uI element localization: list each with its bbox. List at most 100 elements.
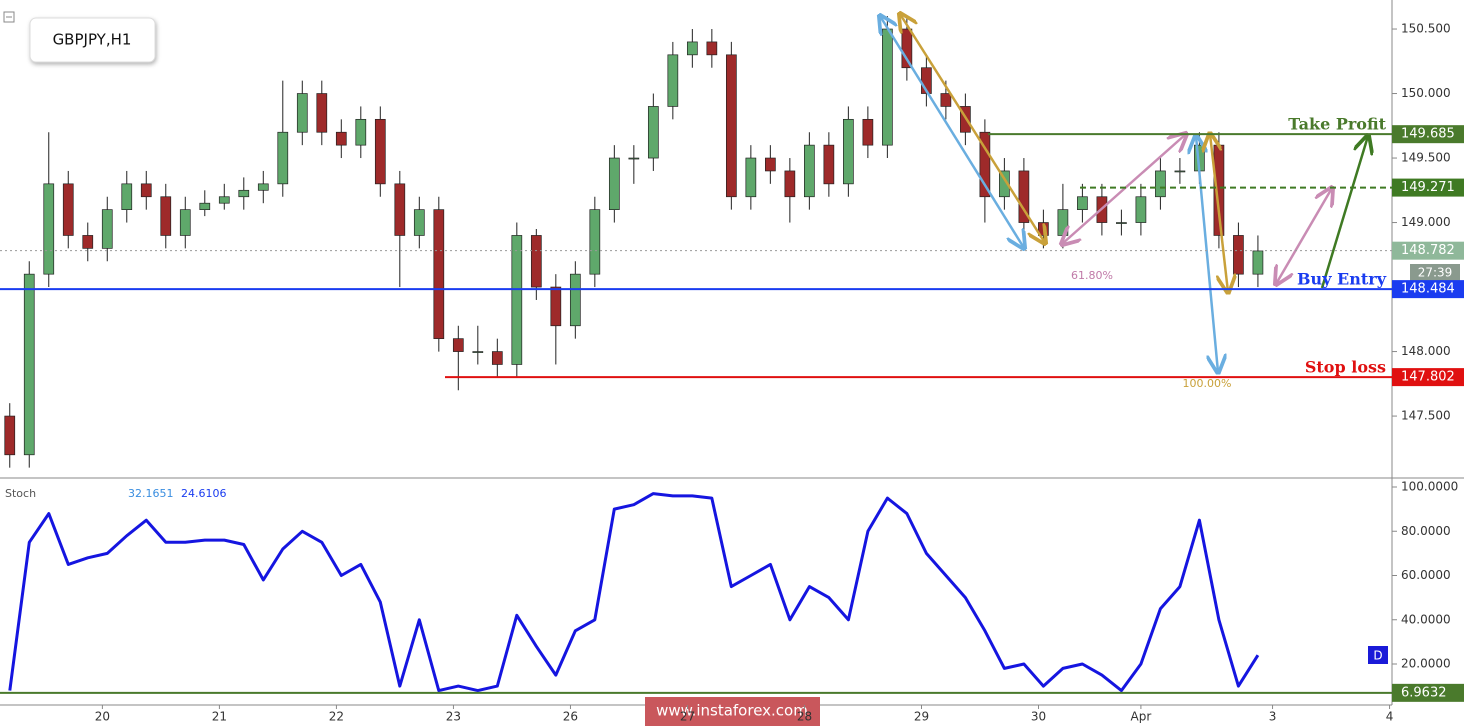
level-value: 6.9632 <box>1401 685 1447 700</box>
drawings <box>880 14 1368 372</box>
x-tick-label: 27 <box>680 710 695 724</box>
fib-label: 100.00% <box>1183 377 1232 390</box>
candle-body <box>374 118 386 185</box>
arrow <box>900 14 1045 243</box>
y-tick-label: 149.000 <box>1401 215 1451 229</box>
candle-body <box>843 118 854 185</box>
candle-body <box>745 157 757 198</box>
candle-body <box>1077 196 1088 210</box>
fib-label: 61.80% <box>1071 269 1113 282</box>
y-tick-label: 150.500 <box>1401 22 1451 36</box>
level-value: 149.271 <box>1401 180 1455 195</box>
level-label-box <box>1392 241 1464 260</box>
x-tick-label: 28 <box>797 710 812 724</box>
arrow <box>1210 134 1228 292</box>
candle-body <box>160 196 172 236</box>
candle-body <box>218 196 230 204</box>
candle-body <box>355 118 367 146</box>
candle-body <box>394 183 406 236</box>
candle-body <box>472 351 484 353</box>
arrow <box>1062 134 1186 244</box>
candle-body <box>1252 250 1264 275</box>
candle-body <box>882 28 893 146</box>
candle-body <box>23 273 35 456</box>
x-tick-label: 26 <box>563 710 578 724</box>
x-tick-label: 23 <box>446 710 461 724</box>
candle-body <box>940 93 952 107</box>
candle-body <box>4 415 16 456</box>
candle-body <box>823 144 835 185</box>
level-label-box <box>1392 280 1464 299</box>
x-tick-label: 21 <box>212 710 227 724</box>
candle-body <box>706 41 718 56</box>
candle-body <box>199 202 211 210</box>
candle-body <box>433 209 445 340</box>
y-tick-label: 148.000 <box>1401 344 1451 358</box>
y-tick-label: 100.0000 <box>1401 480 1458 494</box>
x-tick-label: Apr <box>1131 710 1152 724</box>
candle-body <box>452 338 464 352</box>
candle-body <box>608 157 620 210</box>
candle-body <box>43 183 55 275</box>
level-label-box <box>1392 125 1464 144</box>
level-value: 149.685 <box>1401 127 1455 142</box>
symbol-box <box>29 17 156 63</box>
candle-body <box>1155 170 1166 198</box>
candle-body <box>804 144 815 198</box>
level-value: 147.802 <box>1401 370 1455 385</box>
candle-body <box>335 131 347 146</box>
y-tick-label: 150.000 <box>1401 86 1451 100</box>
candle-body <box>179 209 191 236</box>
watermark: www.instaforex.com <box>656 702 808 720</box>
candle-body <box>530 235 542 288</box>
candle-body <box>140 183 152 198</box>
candle-body <box>1233 235 1244 275</box>
watermark-box <box>645 697 820 726</box>
candle-body <box>765 157 776 172</box>
y-tick-label: 40.0000 <box>1401 612 1451 626</box>
collapse-button[interactable] <box>3 11 15 23</box>
candle-body <box>82 235 94 249</box>
level-name: Buy Entry <box>1297 270 1387 289</box>
level-name: Take Profit <box>1288 115 1386 134</box>
legend-marker: D <box>1373 649 1382 663</box>
candle-body <box>1116 222 1127 224</box>
candle-body <box>569 273 581 327</box>
candle-body <box>121 183 133 210</box>
indicator-name: Stoch <box>5 487 36 500</box>
countdown-box <box>1410 264 1460 281</box>
candle-body <box>101 209 113 249</box>
candle-body <box>589 209 601 275</box>
candle-body <box>667 54 679 107</box>
symbol-title: GBPJPY,H1 <box>53 31 132 49</box>
stoch-line <box>8 492 1260 693</box>
candle-body <box>277 131 289 185</box>
stoch-k-value: 32.1651 <box>128 487 174 500</box>
candle-body <box>784 170 796 198</box>
candle-body <box>491 351 503 365</box>
y-tick-label: 149.500 <box>1401 151 1451 165</box>
candle-body <box>62 183 74 236</box>
candle-body <box>296 93 308 133</box>
candle-body <box>316 93 328 133</box>
level-value: 148.484 <box>1401 282 1455 297</box>
y-tick-label: 147.500 <box>1401 409 1451 423</box>
x-tick-label: 20 <box>95 710 110 724</box>
candle-body <box>413 209 425 236</box>
x-tick-label: 30 <box>1031 710 1046 724</box>
legend-marker-box <box>1368 646 1388 664</box>
level-label-box <box>1392 178 1464 197</box>
candle-body <box>862 118 874 146</box>
stoch-d-value: 24.6106 <box>181 487 227 500</box>
level-value: 148.782 <box>1401 243 1455 258</box>
candle-body <box>257 183 269 191</box>
y-tick-label: 20.0000 <box>1401 657 1451 671</box>
candle-body <box>1057 209 1069 236</box>
candle-body <box>686 41 698 56</box>
candle-body <box>1174 170 1186 173</box>
arrow <box>1276 188 1332 284</box>
level-name: Stop loss <box>1305 358 1386 377</box>
candle-body <box>628 157 640 160</box>
level-label-box <box>1392 683 1464 702</box>
x-tick-label: 29 <box>914 710 929 724</box>
